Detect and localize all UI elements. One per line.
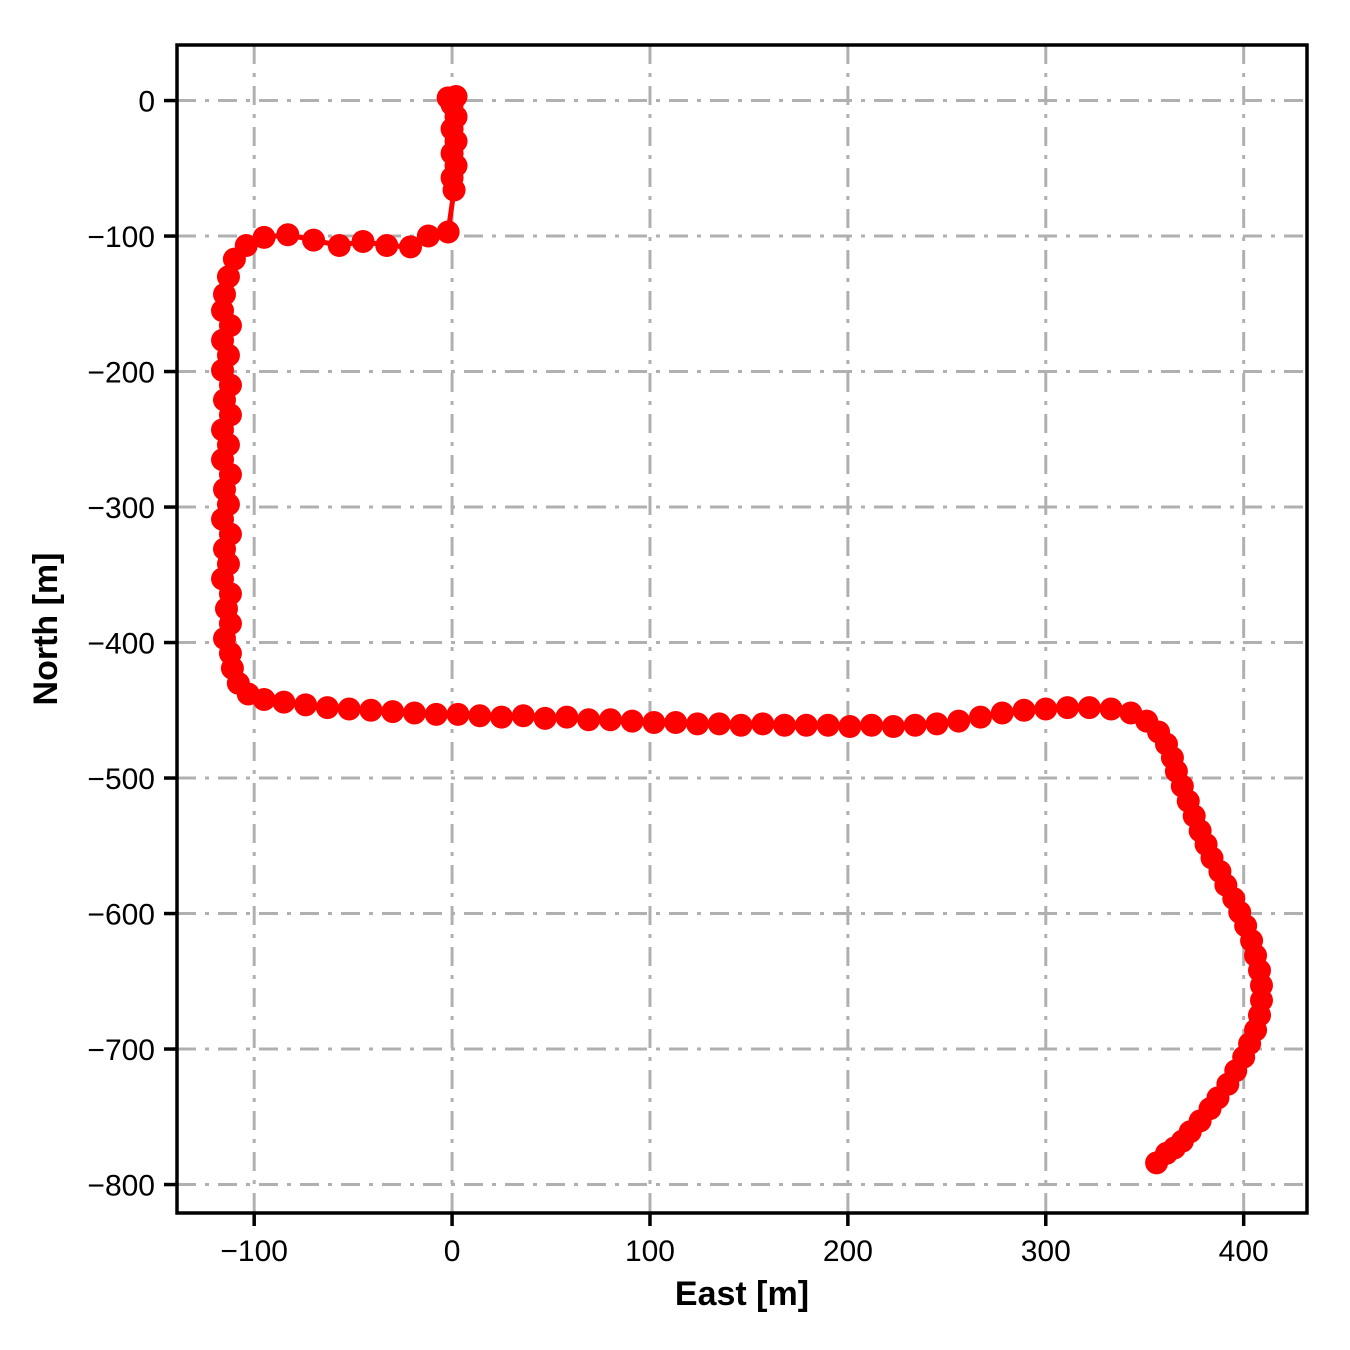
trajectory-point	[794, 713, 818, 737]
trajectory-point	[1099, 697, 1123, 721]
trajectory-point	[773, 713, 797, 737]
y-axis-label: North [m]	[27, 553, 65, 706]
trajectory-point	[577, 708, 601, 732]
trajectory-point	[216, 265, 240, 289]
trajectory-point	[881, 715, 905, 739]
y-tick-label: −100	[87, 221, 155, 254]
trajectory-point	[707, 712, 731, 736]
trajectory-line	[220, 93, 1264, 1166]
trajectory-point	[446, 702, 470, 726]
trajectory-point	[315, 696, 339, 720]
trajectory-point	[222, 247, 246, 271]
x-axis-label: East [m]	[675, 1275, 809, 1313]
trajectory-point	[685, 712, 709, 736]
x-tick-label: 400	[1219, 1235, 1269, 1268]
trajectory-point	[424, 702, 448, 726]
trajectory-point	[838, 715, 862, 739]
y-tick-label: −500	[87, 763, 155, 796]
trajectory-point	[816, 713, 840, 737]
x-tick-label: 200	[823, 1235, 873, 1268]
trajectory-point	[468, 704, 492, 728]
trajectory-point	[664, 710, 688, 734]
trajectory-point	[642, 710, 666, 734]
plot-border	[175, 43, 1309, 1215]
trajectory-point	[1077, 696, 1101, 720]
trajectory-point	[511, 704, 535, 728]
trajectory-point	[1012, 698, 1036, 722]
y-tick-label: −600	[87, 899, 155, 932]
trajectory-point	[402, 701, 426, 725]
trajectory-point	[272, 690, 296, 714]
trajectory-point	[533, 706, 557, 730]
trajectory-point	[416, 224, 440, 248]
trajectory-point	[252, 687, 276, 711]
x-tick-label: 0	[444, 1235, 461, 1268]
trajectory-point	[903, 713, 927, 737]
trajectory-point	[337, 697, 361, 721]
trajectory-point	[359, 698, 383, 722]
trajectory-point	[490, 705, 514, 729]
trajectory-series	[211, 84, 1273, 1175]
trajectory-point	[751, 712, 775, 736]
trajectory-point	[1056, 696, 1080, 720]
y-tick-label: −400	[87, 628, 155, 661]
trajectory-point	[555, 705, 579, 729]
axes	[164, 43, 1309, 1226]
trajectory-point	[252, 225, 276, 249]
trajectory-point	[860, 713, 884, 737]
trajectory-point	[620, 709, 644, 733]
trajectory-point	[302, 228, 326, 252]
y-tick-label: 0	[138, 86, 155, 119]
trajectory-point	[1145, 1151, 1169, 1175]
trajectory-point	[381, 700, 405, 724]
y-tick-label: −800	[87, 1170, 155, 1203]
x-tick-label: 100	[625, 1235, 675, 1268]
trajectory-point	[990, 701, 1014, 725]
trajectory-point	[436, 220, 460, 244]
trajectory-point	[442, 178, 466, 202]
trajectory-point	[1034, 697, 1058, 721]
trajectory-point	[351, 229, 375, 253]
trajectory-point	[925, 712, 949, 736]
trajectory-point	[375, 234, 399, 258]
y-tick-label: −700	[87, 1034, 155, 1067]
trajectory-point	[729, 713, 753, 737]
x-tick-label: −100	[220, 1235, 288, 1268]
y-tick-label: −200	[87, 357, 155, 390]
grid-lines	[177, 45, 1307, 1213]
y-tick-label: −300	[87, 492, 155, 525]
trajectory-point	[947, 709, 971, 733]
x-tick-label: 300	[1021, 1235, 1071, 1268]
trajectory-point	[276, 223, 300, 247]
trajectory-point	[598, 708, 622, 732]
trajectory-point	[399, 235, 423, 259]
trajectory-point	[327, 234, 351, 258]
trajectory-point	[968, 705, 992, 729]
tick-labels: −100 0 100 200 300 400 0 −100 −200 −300 −400 −500 −6…	[87, 86, 1268, 1268]
trajectory-point	[294, 693, 318, 717]
